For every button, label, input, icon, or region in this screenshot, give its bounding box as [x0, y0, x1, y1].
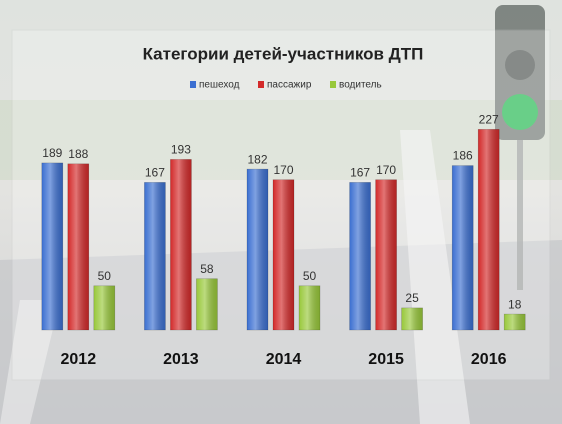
bar-shine [401, 307, 423, 330]
value-label: 189 [42, 146, 62, 160]
legend-label: водитель [339, 80, 382, 91]
value-label: 182 [247, 152, 267, 166]
legend-swatch [190, 81, 196, 88]
legend-label: пешеход [199, 80, 240, 91]
x-tick-label: 2015 [368, 351, 404, 368]
bar-shine [478, 129, 500, 330]
value-label: 227 [479, 113, 499, 127]
value-label: 170 [273, 163, 293, 177]
bar-shine [67, 163, 89, 330]
bar-shine [93, 285, 115, 330]
value-label: 167 [350, 166, 370, 180]
bar-shine [452, 165, 474, 330]
bar-shine [349, 182, 371, 330]
bar-shine [299, 285, 320, 330]
bar-shine [247, 169, 268, 330]
value-label: 170 [376, 163, 396, 177]
value-label: 58 [200, 262, 214, 276]
bar-shine [273, 179, 294, 330]
bar-shine [196, 278, 218, 330]
x-tick-label: 2012 [61, 351, 97, 368]
x-tick-label: 2014 [266, 351, 302, 368]
bar-shine [504, 314, 526, 330]
value-label: 188 [68, 147, 88, 161]
legend-label: пассажир [267, 80, 312, 91]
value-label: 50 [303, 269, 317, 283]
value-label: 25 [405, 291, 419, 305]
value-label: 167 [145, 166, 165, 180]
bar-shine [170, 159, 192, 330]
value-label: 18 [508, 297, 522, 311]
legend-swatch [330, 81, 336, 88]
legend-swatch [258, 81, 264, 88]
x-tick-label: 2013 [163, 351, 199, 368]
value-label: 193 [171, 143, 191, 157]
value-label: 50 [98, 269, 112, 283]
x-tick-label: 2016 [471, 351, 507, 368]
bar-shine [144, 182, 166, 330]
bar-shine [375, 179, 397, 330]
chart-title: Категории детей-участников ДТП [143, 44, 424, 63]
value-label: 186 [453, 149, 473, 163]
bar-shine [41, 162, 63, 330]
